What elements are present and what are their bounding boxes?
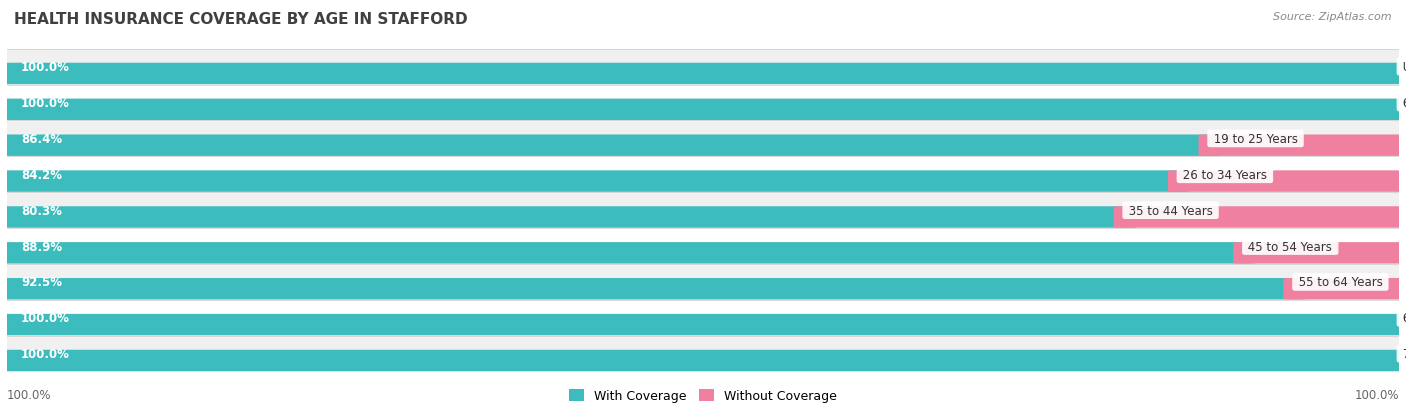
FancyBboxPatch shape (0, 314, 1406, 335)
Bar (7, 264, 1399, 300)
FancyBboxPatch shape (1233, 242, 1406, 264)
FancyBboxPatch shape (0, 64, 1406, 85)
Text: 75 Years and older: 75 Years and older (1399, 347, 1406, 360)
Text: Source: ZipAtlas.com: Source: ZipAtlas.com (1274, 12, 1392, 22)
Legend: With Coverage, Without Coverage: With Coverage, Without Coverage (564, 385, 842, 407)
FancyBboxPatch shape (0, 350, 1406, 371)
FancyBboxPatch shape (0, 171, 1191, 192)
FancyBboxPatch shape (1284, 278, 1406, 300)
Text: Under 6 Years: Under 6 Years (1399, 61, 1406, 74)
Bar (7, 50, 1399, 85)
FancyBboxPatch shape (0, 100, 1406, 121)
Text: 26 to 34 Years: 26 to 34 Years (1180, 169, 1271, 181)
Text: 100.0%: 100.0% (21, 97, 70, 110)
Text: 100.0%: 100.0% (21, 61, 70, 74)
Text: 92.5%: 92.5% (21, 276, 62, 289)
Text: 100.0%: 100.0% (7, 388, 52, 401)
Text: 88.9%: 88.9% (21, 240, 62, 253)
FancyBboxPatch shape (1114, 207, 1406, 228)
FancyBboxPatch shape (0, 135, 1406, 157)
FancyBboxPatch shape (1168, 171, 1406, 192)
FancyBboxPatch shape (1198, 135, 1406, 157)
Text: 100.0%: 100.0% (21, 347, 70, 360)
FancyBboxPatch shape (0, 242, 1256, 264)
Text: 55 to 64 Years: 55 to 64 Years (1295, 276, 1386, 289)
FancyBboxPatch shape (0, 350, 1406, 371)
FancyBboxPatch shape (0, 207, 1406, 228)
Text: 6 to 18 Years: 6 to 18 Years (1399, 97, 1406, 110)
Text: 35 to 44 Years: 35 to 44 Years (1125, 204, 1216, 217)
FancyBboxPatch shape (0, 278, 1406, 300)
Text: 86.4%: 86.4% (21, 133, 62, 145)
FancyBboxPatch shape (0, 100, 1406, 121)
Bar (7, 300, 1399, 336)
Text: 100.0%: 100.0% (21, 311, 70, 325)
Bar (7, 157, 1399, 193)
FancyBboxPatch shape (0, 171, 1406, 192)
Bar (7, 228, 1399, 264)
FancyBboxPatch shape (0, 135, 1220, 157)
Bar (7, 193, 1399, 228)
Text: 84.2%: 84.2% (21, 169, 62, 181)
FancyBboxPatch shape (0, 278, 1306, 300)
Bar (7, 85, 1399, 121)
Text: 65 to 74 Years: 65 to 74 Years (1399, 311, 1406, 325)
Text: 19 to 25 Years: 19 to 25 Years (1209, 133, 1302, 145)
Text: 80.3%: 80.3% (21, 204, 62, 217)
Text: 45 to 54 Years: 45 to 54 Years (1244, 240, 1336, 253)
Bar (7, 121, 1399, 157)
Text: HEALTH INSURANCE COVERAGE BY AGE IN STAFFORD: HEALTH INSURANCE COVERAGE BY AGE IN STAF… (14, 12, 468, 27)
FancyBboxPatch shape (0, 64, 1406, 85)
FancyBboxPatch shape (0, 207, 1136, 228)
Text: 100.0%: 100.0% (1354, 388, 1399, 401)
FancyBboxPatch shape (0, 314, 1406, 335)
FancyBboxPatch shape (0, 242, 1406, 264)
Bar (7, 336, 1399, 372)
